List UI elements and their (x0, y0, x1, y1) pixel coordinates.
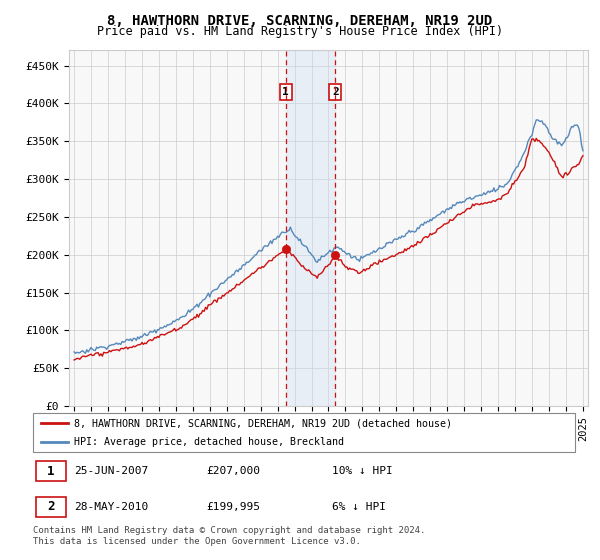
FancyBboxPatch shape (36, 497, 65, 517)
Text: 28-MAY-2010: 28-MAY-2010 (74, 502, 148, 512)
Text: 25-JUN-2007: 25-JUN-2007 (74, 466, 148, 476)
Text: £207,000: £207,000 (207, 466, 261, 476)
Bar (286, 50, 335, 406)
Text: HPI: Average price, detached house, Breckland: HPI: Average price, detached house, Brec… (74, 437, 344, 447)
Text: 8, HAWTHORN DRIVE, SCARNING, DEREHAM, NR19 2UD: 8, HAWTHORN DRIVE, SCARNING, DEREHAM, NR… (107, 14, 493, 28)
FancyBboxPatch shape (36, 461, 65, 481)
Text: 10% ↓ HPI: 10% ↓ HPI (332, 466, 392, 476)
Text: 8, HAWTHORN DRIVE, SCARNING, DEREHAM, NR19 2UD (detached house): 8, HAWTHORN DRIVE, SCARNING, DEREHAM, NR… (74, 418, 452, 428)
Text: Contains HM Land Registry data © Crown copyright and database right 2024.
This d: Contains HM Land Registry data © Crown c… (33, 526, 425, 546)
Text: Price paid vs. HM Land Registry's House Price Index (HPI): Price paid vs. HM Land Registry's House … (97, 25, 503, 38)
Text: 2: 2 (332, 87, 338, 97)
Text: £199,995: £199,995 (207, 502, 261, 512)
Text: 1: 1 (47, 465, 55, 478)
FancyBboxPatch shape (33, 413, 575, 452)
Text: 6% ↓ HPI: 6% ↓ HPI (332, 502, 386, 512)
Text: 2: 2 (47, 500, 55, 513)
Text: 1: 1 (283, 87, 289, 97)
